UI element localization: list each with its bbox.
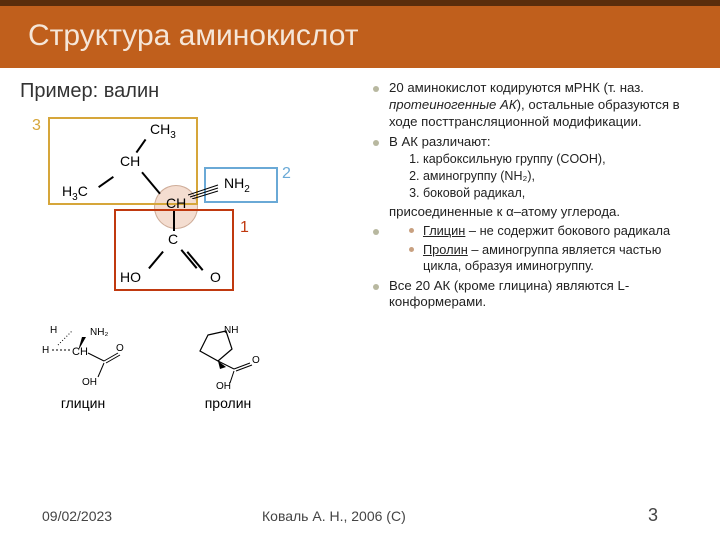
proline-note: Пролин – аминогруппа является частью цик…: [407, 242, 700, 275]
bond: [173, 211, 175, 231]
footer-page: 3: [648, 505, 658, 526]
footer-author: Коваль А. Н., 2006 (C): [262, 508, 648, 524]
label-1: 1: [240, 219, 249, 237]
left-column: Пример: валин 3 2 1 H3C CH3 CH CH NH2 C …: [20, 80, 359, 411]
svg-text:H: H: [42, 345, 49, 356]
atom-h3c: H3C: [62, 183, 88, 203]
slide-header: Структура аминокислот: [0, 0, 720, 68]
bullet-list: 20 аминокислот кодируются мРНК (т. наз. …: [371, 80, 700, 201]
atom-ho: HO: [120, 269, 141, 285]
proline-label: пролин: [178, 395, 278, 411]
proline-structure: NH O OH: [178, 323, 278, 391]
slide-title: Структура аминокислот: [28, 19, 358, 53]
atom-o: O: [210, 269, 221, 285]
right-column: 20 аминокислот кодируются мРНК (т. наз. …: [371, 80, 700, 411]
slide-content: Пример: валин 3 2 1 H3C CH3 CH CH NH2 C …: [0, 68, 720, 411]
svg-text:NH: NH: [224, 325, 238, 336]
glycine-note: Глицин – не содержит бокового радикала: [407, 223, 700, 239]
svg-text:O: O: [116, 343, 124, 354]
bullet-1: 20 аминокислот кодируются мРНК (т. наз. …: [371, 80, 700, 131]
sub-2: аминогруппу (NH₂),: [423, 168, 700, 184]
attach-text: присоединенные к α–атому углерода.: [389, 204, 700, 221]
svg-text:NH₂: NH₂: [90, 327, 108, 338]
svg-text:OH: OH: [216, 381, 231, 391]
example-subtitle: Пример: валин: [20, 80, 359, 103]
slide-footer: 09/02/2023 Коваль А. Н., 2006 (C) 3: [0, 505, 720, 526]
svg-text:O: O: [252, 355, 260, 366]
label-2: 2: [282, 165, 291, 183]
sub-1: карбоксильную группу (COOH),: [423, 151, 700, 167]
atom-ch-center: CH: [166, 195, 186, 211]
svg-text:CH: CH: [72, 346, 88, 358]
label-3: 3: [32, 117, 41, 135]
svg-text:OH: OH: [82, 377, 97, 388]
svg-text:H: H: [50, 325, 57, 336]
atom-nh2: NH2: [224, 175, 250, 195]
glycine-structure: NH₂ H CH O OH H: [38, 323, 128, 391]
exceptions-list: Глицин – не содержит бокового радикала П…: [407, 223, 700, 274]
sub-3: боковой радикал,: [423, 185, 700, 201]
sub-list: карбоксильную группу (COOH), аминогруппу…: [423, 151, 700, 201]
small-molecules: NH₂ H CH O OH H глицин: [38, 323, 359, 411]
wedge-bond: [188, 181, 222, 199]
glycine-mol: NH₂ H CH O OH H глицин: [38, 323, 128, 411]
footer-date: 09/02/2023: [42, 508, 222, 524]
bullet-3: Все 20 АК (кроме глицина) являются L-кон…: [371, 278, 700, 312]
bullet-list-2: Глицин – не содержит бокового радикала П…: [371, 223, 700, 311]
atom-ch3: CH3: [150, 121, 176, 141]
atom-c: C: [168, 231, 178, 247]
valine-diagram: 3 2 1 H3C CH3 CH CH NH2 C HO O: [28, 109, 328, 309]
bullet-2: В АК различают: карбоксильную группу (CO…: [371, 134, 700, 201]
atom-ch-upper: CH: [120, 153, 140, 169]
proline-mol: NH O OH пролин: [178, 323, 278, 411]
glycine-label: глицин: [38, 395, 128, 411]
